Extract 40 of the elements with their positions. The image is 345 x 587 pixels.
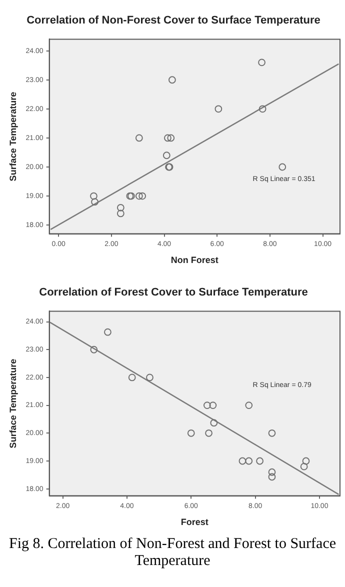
point	[162, 152, 170, 160]
point	[300, 462, 308, 470]
point	[138, 192, 146, 200]
point	[278, 163, 286, 171]
point	[256, 457, 264, 465]
point	[238, 457, 246, 465]
point	[205, 429, 212, 437]
caption: Fig 8. Correlation of Non-Forest and Forest to Surface Temperature	[8, 536, 338, 570]
point	[135, 134, 143, 142]
point	[302, 457, 310, 465]
point	[203, 402, 211, 410]
chart-title: Correlation of Non-Forest Cover to Surface Temperature	[26, 14, 320, 27]
point	[268, 429, 276, 437]
point	[104, 328, 112, 336]
point	[135, 192, 143, 200]
point	[164, 134, 172, 142]
point	[245, 457, 253, 465]
point	[90, 346, 98, 354]
y-axis-title: Surface Temperature	[8, 92, 18, 182]
point	[116, 210, 124, 218]
point	[146, 374, 154, 382]
point	[116, 204, 124, 212]
point	[128, 374, 136, 382]
point	[90, 192, 98, 200]
point	[258, 58, 266, 66]
point	[187, 429, 195, 437]
point	[245, 402, 253, 410]
chart-title: Correlation of Forest Cover to Surface Temperature	[39, 286, 308, 299]
point	[167, 134, 175, 142]
point	[268, 473, 276, 481]
point	[91, 198, 98, 206]
x-axis-title: Non Forest	[170, 255, 218, 266]
y-axis-title: Surface Temperature	[8, 358, 18, 448]
x-axis-title: Forest	[180, 517, 208, 528]
point	[258, 105, 266, 113]
point	[214, 105, 222, 113]
point	[168, 76, 176, 84]
point	[209, 402, 217, 410]
point	[268, 468, 276, 476]
point	[210, 419, 218, 427]
